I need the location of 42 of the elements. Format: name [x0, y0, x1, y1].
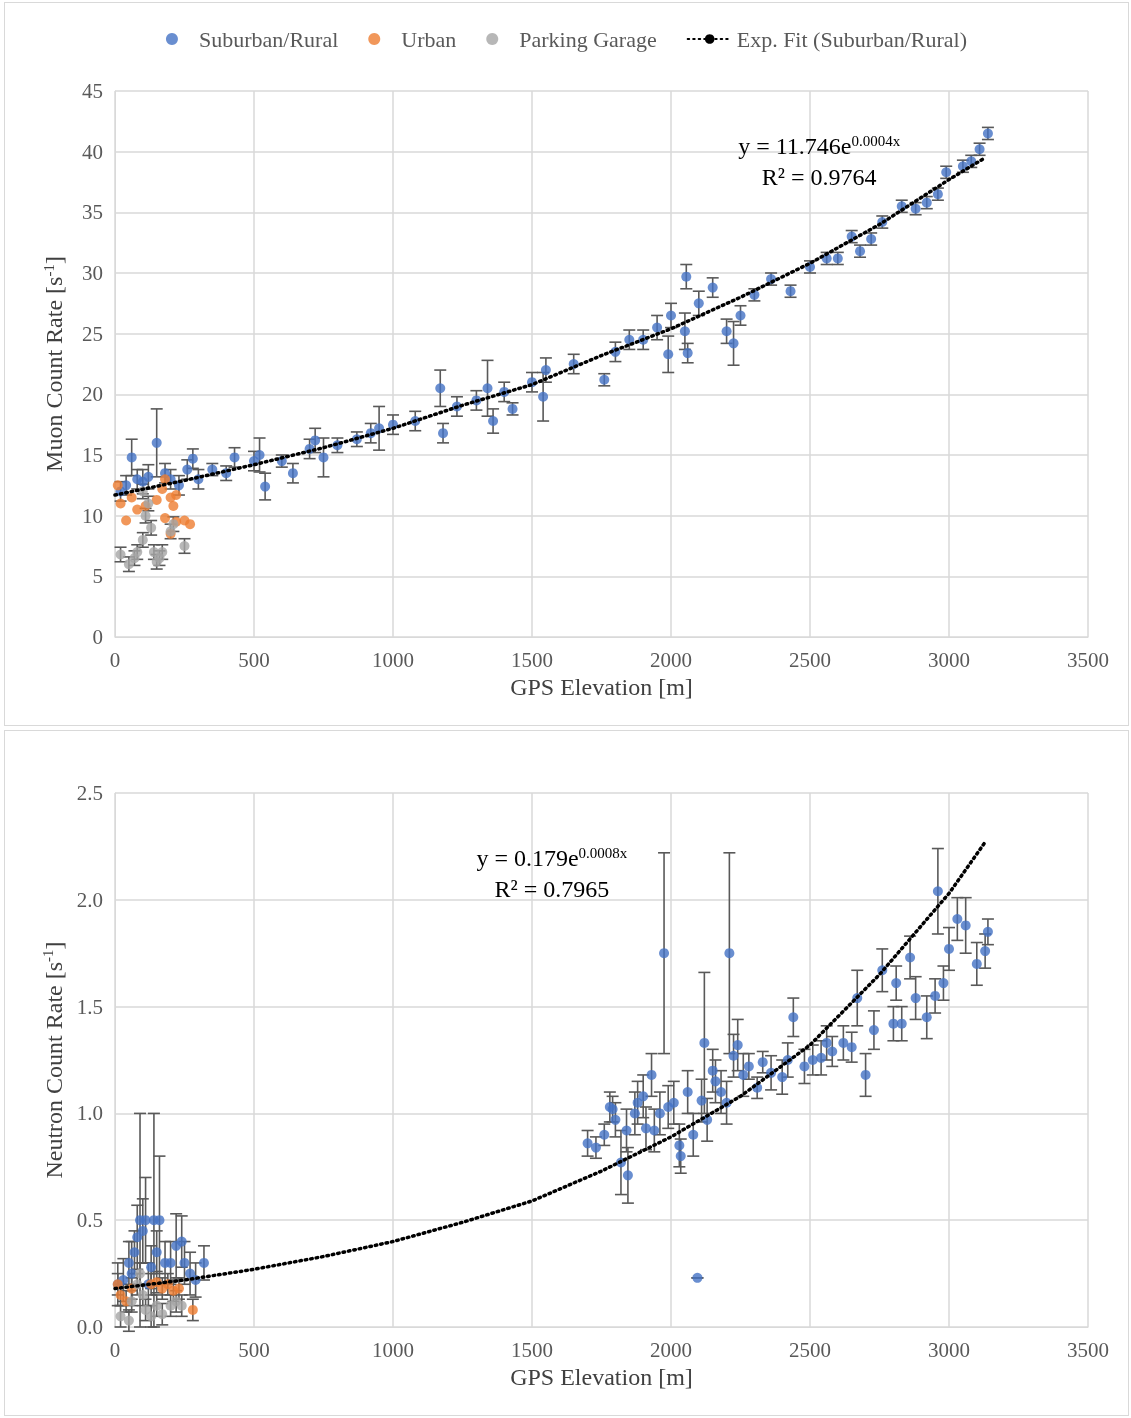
x-tick-label: 500 [238, 1337, 270, 1362]
annotation: R² = 0.7965 [494, 876, 610, 902]
y-tick-label: 35 [82, 200, 103, 225]
x-tick-label: 3500 [1067, 1337, 1109, 1362]
x-tick-label: 1000 [372, 1337, 414, 1362]
x-tick-label: 1500 [511, 647, 553, 672]
x-tick-label: 0 [109, 647, 121, 672]
y-tick-label: 20 [82, 382, 103, 407]
y-tick-label: 30 [82, 261, 103, 285]
annotation: R² = 0.9764 [761, 164, 877, 190]
x-tick-label: 1000 [372, 647, 414, 672]
y-tick-label: 15 [82, 443, 103, 467]
x-axis-title: GPS Elevation [m] [510, 1363, 693, 1390]
y-tick-label: 1.5 [76, 994, 103, 1019]
legend-label: Urban [401, 26, 457, 52]
y-tick-label: 40 [82, 139, 103, 164]
x-tick-label: 500 [238, 647, 270, 672]
x-tick-label: 3000 [928, 647, 970, 672]
legend-label: Parking Garage [519, 26, 657, 52]
x-tick-label: 2500 [789, 647, 831, 672]
x-tick-label: 3500 [1067, 647, 1109, 672]
x-axis-title: GPS Elevation [m] [510, 673, 693, 700]
y-tick-label: 45 [82, 79, 103, 103]
x-tick-label: 3000 [928, 1337, 970, 1362]
y-axis-title: Muon Count Rate [s-1] [40, 256, 68, 472]
y-tick-label: 0.0 [76, 1315, 103, 1339]
y-tick-label: 0.5 [76, 1208, 103, 1233]
y-axis-title: Neutron Count Rate [s-1] [40, 941, 67, 1179]
legend-label: Suburban/Rural [198, 26, 339, 52]
y-tick-label: 2.0 [76, 887, 103, 912]
y-tick-label: 10 [82, 503, 103, 528]
x-tick-label: 0 [109, 1337, 121, 1362]
y-tick-label: 25 [82, 321, 103, 346]
x-tick-label: 2000 [650, 1337, 692, 1362]
x-tick-label: 1500 [511, 1337, 553, 1362]
x-tick-label: 2500 [789, 1337, 831, 1362]
y-tick-label: 1.0 [76, 1101, 103, 1126]
x-tick-label: 2000 [650, 647, 692, 672]
y-tick-label: 5 [92, 564, 103, 589]
legend-label: Exp. Fit (Suburban/Rural) [736, 26, 968, 52]
y-tick-label: 0 [92, 625, 103, 649]
y-tick-label: 2.5 [76, 781, 103, 805]
